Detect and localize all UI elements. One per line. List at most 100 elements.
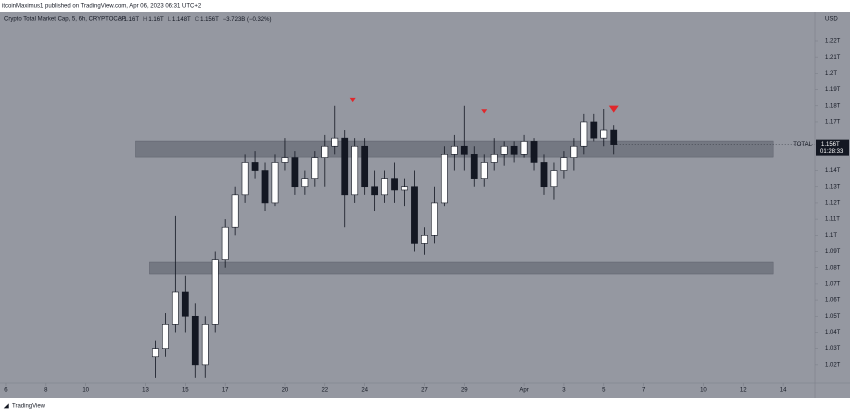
x-tick-label: 27 [421, 388, 428, 394]
chart-title: Crypto Total Market Cap, 5, 6h, CRYPTOCA… [4, 17, 126, 23]
legend-item: C [195, 17, 200, 23]
candle-body [480, 162, 488, 179]
header-text: itcoinMaximus1 published on TradingView.… [2, 4, 202, 10]
candle-body [401, 186, 408, 191]
candle-body [351, 145, 359, 196]
legend-item: −3.723B (−0.32%) [223, 17, 272, 23]
x-tick-label: 6 [4, 388, 8, 394]
y-unit: USD [825, 17, 838, 23]
candle-body [450, 145, 458, 155]
candle-body [321, 145, 329, 158]
y-tick-label: 1.07T [825, 281, 841, 287]
legend-item: L [168, 17, 172, 23]
x-tick-label: 22 [321, 388, 328, 394]
candle-body [540, 162, 548, 188]
candle-body [162, 324, 169, 349]
x-tick-label: 29 [461, 388, 468, 394]
y-tick-label: 1.17T [825, 120, 841, 126]
candle-body [201, 324, 209, 366]
candle-body [281, 157, 289, 163]
candle-body [341, 137, 349, 196]
candle-body [490, 154, 498, 163]
y-tick-label: 1.09T [825, 249, 841, 255]
zone [149, 261, 774, 275]
candle-body [291, 157, 299, 188]
candle-body [421, 235, 428, 244]
candle-body [520, 141, 528, 155]
legend-item: O [118, 17, 123, 23]
candle-body [171, 291, 179, 325]
x-tick-label: 10 [700, 388, 707, 394]
y-tick-label: 1.03T [825, 346, 841, 352]
y-tick-label: 1.05T [825, 314, 841, 320]
last-price-symbol: TOTAL [793, 142, 812, 148]
y-tick-label: 1.18T [825, 103, 841, 109]
y-tick-label: 1.08T [825, 265, 841, 271]
last-price-label: 1.156T [821, 142, 840, 148]
candle-body [470, 154, 478, 179]
legend-item: H [143, 17, 147, 23]
candle-body [440, 154, 448, 204]
candle-body [510, 145, 518, 155]
candle-body [271, 162, 279, 204]
candle-body [580, 121, 588, 147]
candle-body [231, 194, 239, 228]
candle-body [530, 141, 538, 163]
y-tick-label: 1.06T [825, 298, 841, 304]
candle-body [251, 162, 259, 171]
candle-body [560, 157, 568, 171]
x-tick-label: Apr [519, 388, 528, 394]
candle-body [500, 145, 508, 155]
candle-body [610, 129, 618, 145]
candle-body [261, 170, 269, 204]
top-marker [608, 105, 619, 113]
candle-body [152, 348, 159, 358]
candle-body [221, 226, 229, 260]
ohlc-legend: O1.16T H1.16T L1.148T C1.156T −3.723B (−0.32… [118, 17, 271, 23]
candle-body [191, 315, 199, 366]
legend-item: 1.16T [148, 17, 164, 23]
candle-body [460, 145, 468, 155]
x-tick-label: 3 [562, 388, 566, 394]
x-tick-label: 12 [740, 388, 747, 394]
y-tick-label: 1.21T [825, 55, 841, 61]
footer-text: TradingView [12, 404, 46, 410]
top-marker [349, 97, 356, 103]
candle-body [181, 291, 189, 317]
candle-body [381, 178, 388, 196]
x-tick-label: 14 [780, 388, 787, 394]
x-tick-label: 7 [642, 388, 646, 394]
candle-body [311, 157, 319, 179]
countdown: 01:28:33 [820, 149, 844, 155]
y-tick-label: 1.04T [825, 330, 841, 336]
chart-background [0, 12, 850, 398]
x-tick-label: 10 [82, 388, 89, 394]
x-tick-label: 17 [222, 388, 229, 394]
candle-body [241, 162, 249, 196]
legend-item: 1.16T [124, 17, 140, 23]
last-price-tag [816, 139, 849, 156]
y-tick-label: 1.13T [825, 184, 841, 190]
legend-item: 1.148T [172, 17, 191, 23]
candle-body [550, 170, 558, 188]
candle-body [411, 186, 418, 244]
x-tick-label: 8 [44, 388, 48, 394]
x-tick-label: 15 [182, 388, 189, 394]
y-tick-label: 1.1T [825, 233, 837, 239]
candle-body [590, 121, 598, 139]
y-tick-label: 1.12T [825, 201, 841, 207]
candle-body [301, 178, 309, 188]
x-tick-label: 5 [602, 388, 606, 394]
top-marker [481, 109, 488, 114]
candle-body [391, 178, 398, 191]
y-tick-label: 1.2T [825, 71, 837, 77]
candle-body [600, 129, 608, 139]
x-tick-label: 24 [361, 388, 368, 394]
y-tick-label: 1.11T [825, 217, 840, 223]
y-tick-label: 1.19T [825, 87, 841, 93]
candle-body [570, 145, 578, 158]
legend-item: 1.156T [200, 17, 219, 23]
candle-body [371, 186, 379, 196]
